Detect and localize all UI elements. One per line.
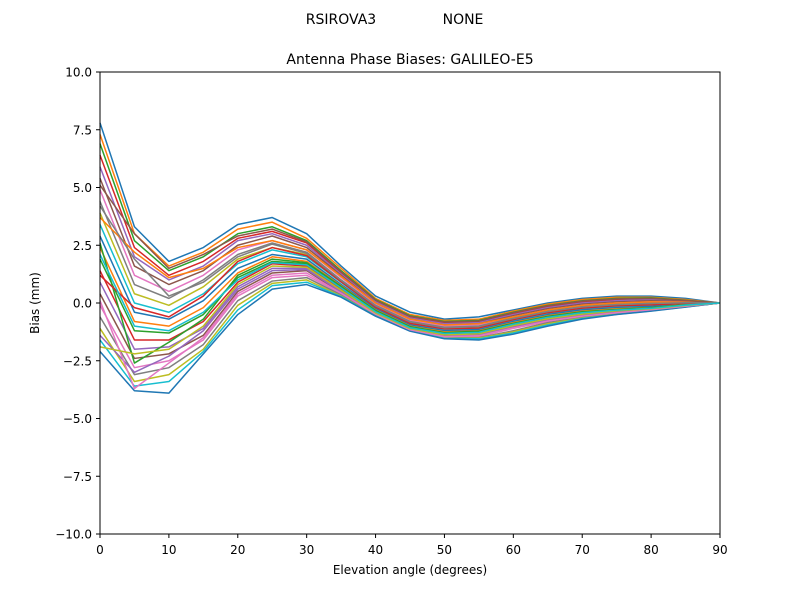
x-ticks: 0 10 20 30 40 50 60 70 80 90 — [96, 534, 728, 557]
x-tick-label: 30 — [299, 543, 314, 557]
x-tick-label: 20 — [230, 543, 245, 557]
x-tick-label: 10 — [161, 543, 176, 557]
x-tick-label: 90 — [712, 543, 727, 557]
series-line-27 — [99, 272, 721, 390]
x-tick-label: 50 — [437, 543, 452, 557]
series-line-24 — [99, 246, 721, 330]
plot-frame — [99, 71, 721, 535]
series-line-1 — [99, 122, 721, 320]
x-tick-label: 0 — [96, 543, 104, 557]
y-axis-label: Bias (mm) — [28, 272, 42, 334]
series-line-5 — [99, 166, 721, 325]
y-tick-label: −2.5 — [63, 354, 92, 368]
series-line-11 — [99, 235, 721, 332]
chart-title: Antenna Phase Biases: GALILEO-E5 — [286, 52, 533, 68]
y-tick-label: −5.0 — [63, 412, 92, 426]
x-tick-label: 80 — [643, 543, 658, 557]
series-line-26 — [99, 184, 721, 323]
x-tick-label: 70 — [575, 543, 590, 557]
y-tick-label: 0.0 — [73, 297, 92, 311]
y-tick-label: −10.0 — [55, 528, 92, 542]
series-line-22 — [99, 217, 721, 326]
y-tick-label: 2.5 — [73, 239, 92, 253]
series-line-30 — [99, 254, 721, 335]
y-tick-label: 10.0 — [65, 66, 92, 80]
series-line-21 — [99, 283, 721, 394]
x-tick-label: 40 — [368, 543, 383, 557]
y-ticks: −10.0 −7.5 −5.0 −2.5 0.0 2.5 5.0 7.5 10.0 — [55, 66, 100, 542]
suptitle-radome: NONE — [443, 12, 484, 28]
x-axis-label: Elevation angle (degrees) — [333, 563, 487, 577]
series-line-28 — [99, 205, 721, 329]
series-line-2 — [99, 134, 721, 322]
x-tick-label: 60 — [506, 543, 521, 557]
y-tick-label: −7.5 — [63, 470, 92, 484]
suptitle-station: RSIROVA3 — [306, 12, 376, 28]
y-tick-label: 7.5 — [73, 123, 92, 137]
series-group — [99, 122, 721, 394]
y-tick-label: 5.0 — [73, 181, 92, 195]
